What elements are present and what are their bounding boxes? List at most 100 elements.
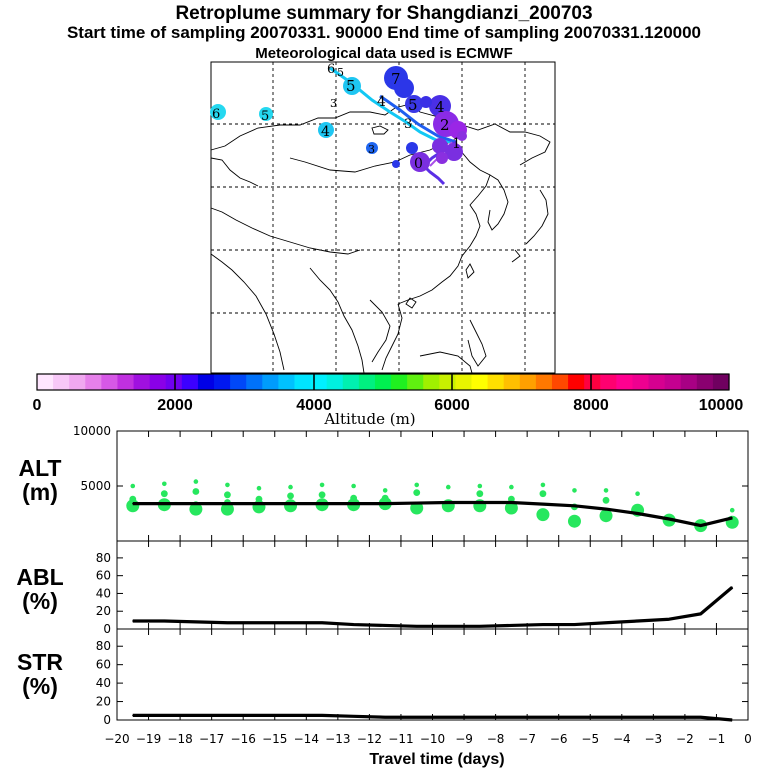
alt-panel-data-point bbox=[542, 503, 544, 505]
scatter-point bbox=[162, 481, 167, 487]
x-tick-label: −3 bbox=[644, 732, 662, 746]
abl-panel-data-point bbox=[573, 623, 576, 626]
x-tick-label: −12 bbox=[357, 732, 382, 746]
alt-panel-data-point bbox=[289, 503, 292, 505]
plume-marker bbox=[392, 160, 400, 168]
alt-panel-data-point bbox=[668, 518, 670, 520]
y-tick-label: 5000 bbox=[80, 479, 111, 493]
colorbar-cell bbox=[262, 374, 279, 390]
y-tick-label: 40 bbox=[96, 676, 111, 690]
str-panel-data-point bbox=[573, 716, 576, 718]
scatter-point bbox=[224, 491, 231, 499]
scatter-point bbox=[539, 490, 547, 498]
abl-panel: 0 20 40 60 80 bbox=[96, 540, 749, 636]
colorbar-cell bbox=[455, 374, 473, 390]
colorbar-cell bbox=[326, 374, 344, 390]
colorbar-cell bbox=[117, 374, 135, 390]
str-panel-data-point bbox=[542, 716, 544, 718]
scatter-point bbox=[635, 491, 640, 497]
plume-label: 5 bbox=[337, 66, 344, 79]
colorbar-cell bbox=[503, 374, 521, 390]
scatter-point bbox=[287, 492, 294, 500]
str-panel-frame bbox=[116, 628, 749, 721]
scatter-point bbox=[410, 501, 424, 515]
scatter-point bbox=[602, 496, 610, 504]
colorbar-cell bbox=[551, 374, 569, 390]
plume-marker bbox=[432, 138, 448, 154]
y-tick-label: 0 bbox=[103, 713, 111, 727]
plume-label: 4 bbox=[435, 98, 445, 116]
abl-panel-data-point bbox=[416, 625, 418, 627]
x-tick-label: −20 bbox=[104, 732, 129, 746]
colorbar-cell bbox=[423, 374, 440, 390]
colorbar-cell bbox=[439, 374, 457, 390]
abl-panel-data-point bbox=[668, 618, 670, 620]
str-panel-data-point bbox=[479, 716, 481, 718]
plume-label: 6 bbox=[212, 107, 220, 122]
scatter-point bbox=[318, 491, 326, 499]
abl-panel-data-point bbox=[510, 624, 512, 627]
altitude-colorbar: 0 2000 4000 6000 8000 10000 Altitude (m) bbox=[33, 373, 743, 428]
colorbar-cell bbox=[294, 374, 312, 390]
x-tick-label: −17 bbox=[199, 732, 224, 746]
abl-panel-data-point bbox=[195, 621, 197, 623]
colorbar-cell bbox=[487, 374, 505, 390]
abl-panel-data-point bbox=[384, 624, 386, 627]
colorbar-cell bbox=[374, 374, 392, 390]
alt-panel-data-point bbox=[258, 503, 260, 505]
plume-label: 5 bbox=[261, 109, 269, 124]
x-tick-label: −14 bbox=[294, 732, 319, 746]
colorbar-cell bbox=[519, 374, 537, 390]
scatter-point bbox=[160, 490, 168, 498]
colorbar-cell bbox=[69, 374, 86, 390]
x-tick-label: 0 bbox=[744, 732, 752, 746]
trajectory-line bbox=[379, 94, 457, 144]
colorbar-tick: 6000 bbox=[434, 397, 470, 414]
abl-panel-data-point bbox=[700, 613, 702, 615]
str-panel-data-point bbox=[289, 714, 292, 716]
y-tick-label: 10000 bbox=[73, 424, 111, 438]
colorbar-cell bbox=[37, 374, 54, 390]
abl-panel-data-point bbox=[132, 620, 134, 622]
str-panel-data-point bbox=[416, 716, 418, 718]
x-axis: −20 −19 −18 −17 −16 −15 −14 −13 −12 −11 −10 −9 −8 −7−… bbox=[104, 732, 751, 746]
map-graticule bbox=[211, 62, 555, 373]
colorbar-tick: 0 bbox=[33, 397, 42, 414]
colorbar-cell bbox=[407, 374, 424, 390]
scatter-point bbox=[189, 502, 203, 516]
abl-panel-data-point bbox=[289, 622, 292, 624]
abl-panel-data-point bbox=[542, 623, 544, 626]
str-panel-label: STR bbox=[17, 649, 63, 675]
colorbar-cell bbox=[535, 374, 553, 390]
y-tick-label: 80 bbox=[96, 639, 111, 653]
x-tick-label: −4 bbox=[613, 732, 631, 746]
scatter-point bbox=[284, 499, 298, 513]
alt-panel-data-point bbox=[132, 503, 134, 505]
abl-panel-data-point bbox=[321, 622, 323, 624]
plume-marker bbox=[394, 78, 414, 98]
alt-panel-data-point bbox=[353, 503, 355, 505]
abl-panel-series-line bbox=[132, 586, 734, 628]
scatter-point bbox=[572, 488, 577, 493]
colorbar-tick: 8000 bbox=[573, 397, 609, 414]
colorbar-cell bbox=[246, 374, 263, 390]
colorbar-cell bbox=[181, 374, 199, 390]
colorbar-cell bbox=[568, 374, 585, 390]
plume-marker bbox=[318, 122, 334, 138]
plume-marker bbox=[445, 143, 463, 161]
colorbar-cell bbox=[616, 374, 634, 390]
str-panel-data-point bbox=[447, 716, 449, 718]
plume-marker bbox=[366, 142, 378, 154]
plume-label: 0 bbox=[414, 156, 423, 172]
str-panel-data-point bbox=[605, 716, 607, 718]
colorbar-cell bbox=[278, 374, 296, 390]
plume-label: 5 bbox=[408, 96, 418, 114]
colorbar-cell bbox=[632, 374, 650, 390]
scatter-point bbox=[540, 482, 546, 488]
plume-label: 4 bbox=[321, 124, 330, 140]
alt-panel-data-point bbox=[510, 501, 512, 504]
y-tick-label: 80 bbox=[96, 551, 111, 565]
x-tick-label: −1 bbox=[708, 732, 726, 746]
scatter-point bbox=[567, 514, 581, 528]
